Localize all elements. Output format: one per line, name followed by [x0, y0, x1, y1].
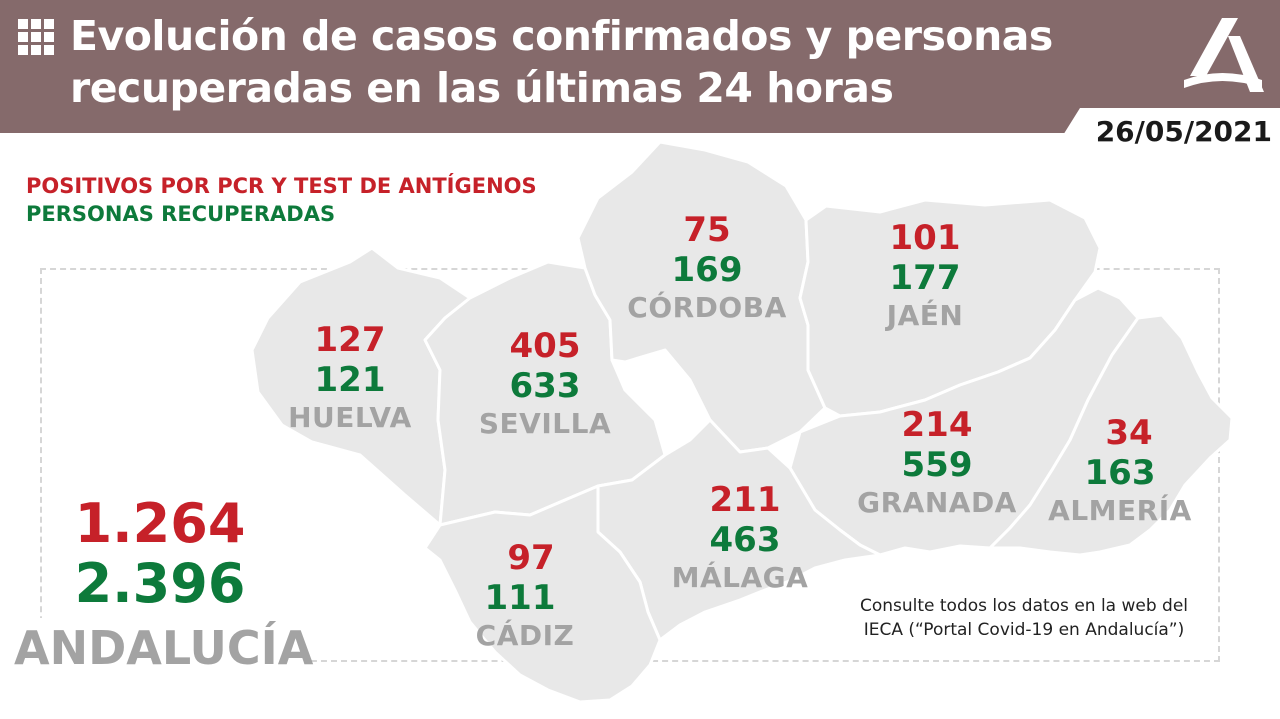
huelva-recovered: 121	[314, 360, 386, 400]
sevilla-positives: 405	[509, 326, 581, 366]
legend-positives: POSITIVOS POR PCR Y TEST DE ANTÍGENOS	[26, 174, 537, 198]
malaga-recovered: 463	[709, 520, 781, 560]
source-note-line-1: Consulte todos los datos en la web del	[859, 596, 1189, 616]
granada-positives: 214	[901, 405, 973, 445]
jaen-name: JAÉN	[886, 299, 964, 332]
jaen-recovered: 177	[889, 258, 961, 298]
cadiz-positives: 97	[507, 538, 555, 578]
province-huelva: 127 121 HUELVA	[270, 320, 430, 436]
cadiz-recovered: 111	[484, 578, 556, 618]
cadiz-name: CÁDIZ	[475, 619, 575, 652]
legend: POSITIVOS POR PCR Y TEST DE ANTÍGENOS PE…	[26, 172, 537, 228]
almeria-recovered: 163	[1084, 453, 1156, 493]
sevilla-recovered: 633	[509, 366, 581, 406]
province-cordoba: 75 169 CÓRDOBA	[622, 210, 792, 326]
province-malaga: 211 463 MÁLAGA	[645, 480, 835, 596]
header-banner: Evolución de casos confirmados y persona…	[0, 0, 1280, 133]
almeria-positives: 34	[1105, 413, 1153, 453]
cordoba-recovered: 169	[671, 250, 743, 290]
granada-recovered: 559	[901, 445, 973, 485]
province-cadiz: 97 111 CÁDIZ	[450, 538, 600, 654]
total-recovered: 2.396	[74, 552, 246, 615]
province-granada: 214 559 GRANADA	[852, 405, 1022, 521]
cordoba-name: CÓRDOBA	[627, 291, 787, 324]
sevilla-name: SEVILLA	[478, 407, 612, 440]
page-title: Evolución de casos confirmados y persona…	[70, 10, 1150, 114]
total-positives: 1.264	[74, 492, 246, 555]
map-province-cadiz	[423, 484, 662, 704]
source-note-line-2: IECA (“Portal Covid-19 en Andalucía”)	[863, 620, 1185, 640]
huelva-positives: 127	[314, 320, 386, 360]
cordoba-positives: 75	[683, 210, 731, 250]
title-line-1: Evolución de casos confirmados y persona…	[70, 12, 1053, 60]
malaga-name: MÁLAGA	[671, 561, 809, 594]
junta-andalucia-logo	[1184, 18, 1264, 92]
province-almeria: 34 163 ALMERÍA	[1045, 413, 1195, 529]
granada-name: GRANADA	[857, 486, 1017, 519]
title-line-2: recuperadas en las últimas 24 horas	[70, 64, 894, 112]
province-sevilla: 405 633 SEVILLA	[455, 326, 635, 442]
malaga-positives: 211	[709, 480, 781, 520]
map-province-almeria	[988, 313, 1234, 557]
report-date: 26/05/2021	[1095, 115, 1272, 148]
date-tab-shape	[1050, 108, 1280, 156]
region-name: ANDALUCÍA	[14, 618, 313, 678]
andalucia-total: 1.264 2.396	[60, 494, 260, 614]
jaen-positives: 101	[889, 218, 961, 258]
grid-icon	[18, 19, 54, 55]
province-jaen: 101 177 JAÉN	[850, 218, 1000, 334]
almeria-name: ALMERÍA	[1048, 494, 1192, 527]
huelva-name: HUELVA	[288, 401, 412, 434]
source-note: Consulte todos los datos en la web del I…	[838, 594, 1210, 642]
legend-recovered: PERSONAS RECUPERADAS	[26, 202, 336, 226]
